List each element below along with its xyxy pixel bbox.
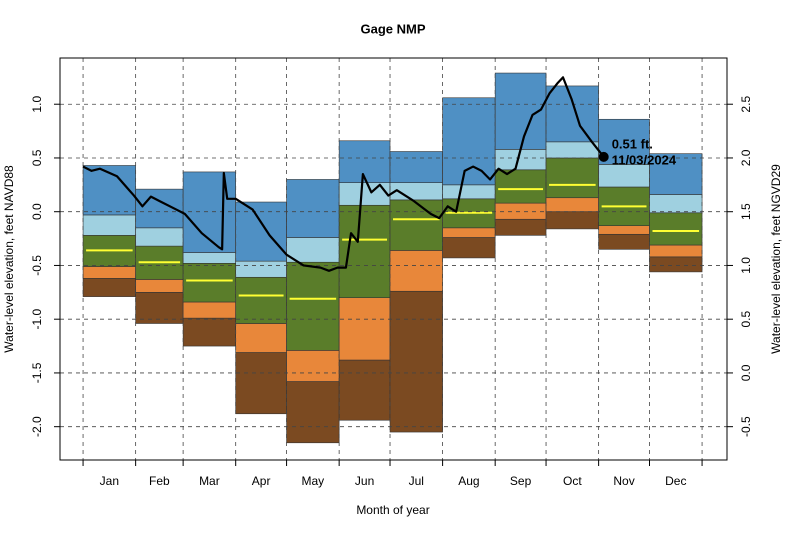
percentile-band <box>235 276 287 324</box>
percentile-band <box>442 97 496 186</box>
percentile-band <box>494 169 547 204</box>
percentile-band <box>649 212 703 246</box>
percentile-band <box>545 157 599 199</box>
y-tick-label: 1.0 <box>30 96 44 113</box>
percentile-band <box>286 381 340 444</box>
y2-tick-label: 1.5 <box>739 203 753 220</box>
percentile-band <box>649 256 703 273</box>
percentile-band <box>494 218 547 236</box>
percentile-band <box>442 227 496 238</box>
percentile-band <box>545 141 599 159</box>
x-tick-label: Mar <box>199 474 220 488</box>
percentile-band <box>82 278 136 297</box>
percentile-band <box>338 297 391 361</box>
x-tick-label: May <box>302 474 325 488</box>
percentile-band <box>286 179 340 238</box>
percentile-band <box>649 194 703 214</box>
x-tick-label: Apr <box>252 474 271 488</box>
percentile-band <box>182 317 236 347</box>
percentile-band <box>598 164 650 188</box>
x-axis-label: Month of year <box>356 503 429 517</box>
percentile-band <box>182 252 236 264</box>
percentile-band <box>135 227 184 247</box>
x-tick-label: Feb <box>149 474 170 488</box>
percentile-band <box>389 199 443 251</box>
percentile-band <box>545 85 599 143</box>
y-tick-label: 0.0 <box>30 203 44 220</box>
x-tick-label: Dec <box>665 474 686 488</box>
y2-tick-label: 0.0 <box>739 364 753 381</box>
y-tick-label: 0.5 <box>30 149 44 166</box>
percentile-band <box>235 201 287 262</box>
percentile-band <box>286 350 340 382</box>
chart-title: Gage NMP <box>360 21 425 36</box>
percentile-band <box>82 266 136 279</box>
x-tick-label: Sep <box>510 474 532 488</box>
y2-tick-label: 2.5 <box>739 96 753 113</box>
percentile-band <box>545 197 599 213</box>
x-tick-label: Oct <box>563 474 582 488</box>
percentile-band <box>182 262 236 303</box>
y-axis-label: Water-level elevation, feet NAVD88 <box>2 165 16 353</box>
percentile-band <box>649 244 703 258</box>
water-level-line <box>82 76 605 272</box>
x-tick-label: Aug <box>458 474 479 488</box>
y2-tick-label: 2.0 <box>739 149 753 166</box>
percentile-band <box>135 279 184 293</box>
current-point <box>598 151 609 162</box>
plot-frame <box>59 57 728 461</box>
current-date-label: 11/03/2024 <box>612 152 677 167</box>
percentile-band <box>494 202 547 220</box>
percentile-band <box>389 250 443 292</box>
percentile-band <box>442 237 496 259</box>
percentile-band <box>338 182 391 206</box>
current-value-label: 0.51 ft. <box>612 136 653 151</box>
y-tick-label: -1.5 <box>30 362 44 383</box>
percentile-band <box>649 153 703 195</box>
percentile-band <box>598 225 650 235</box>
x-tick-label: Nov <box>613 474 634 488</box>
percentile-band <box>442 184 496 200</box>
percentile-band <box>235 260 287 278</box>
percentile-band <box>338 359 391 421</box>
percentile-band <box>389 290 443 433</box>
x-tick-label: Jun <box>355 474 374 488</box>
y2-tick-label: 0.5 <box>739 311 753 328</box>
y-tick-label: -2.0 <box>30 416 44 437</box>
percentile-band <box>82 214 136 236</box>
percentile-band <box>182 301 236 319</box>
percentile-band <box>389 151 443 183</box>
y-tick-label: -0.5 <box>30 255 44 276</box>
y-tick-label: -1.0 <box>30 309 44 330</box>
percentile-band <box>235 352 287 415</box>
x-tick-label: Jan <box>100 474 119 488</box>
y2-axis-label: Water-level elevation, feet NGVD29 <box>769 164 783 354</box>
y2-tick-label: -0.5 <box>739 416 753 437</box>
y2-tick-label: 1.0 <box>739 257 753 274</box>
x-tick-label: Jul <box>409 474 424 488</box>
percentile-band <box>235 323 287 353</box>
percentile-band <box>286 261 340 351</box>
percentile-band <box>545 211 599 230</box>
percentile-band <box>338 204 391 298</box>
percentile-band <box>598 233 650 250</box>
